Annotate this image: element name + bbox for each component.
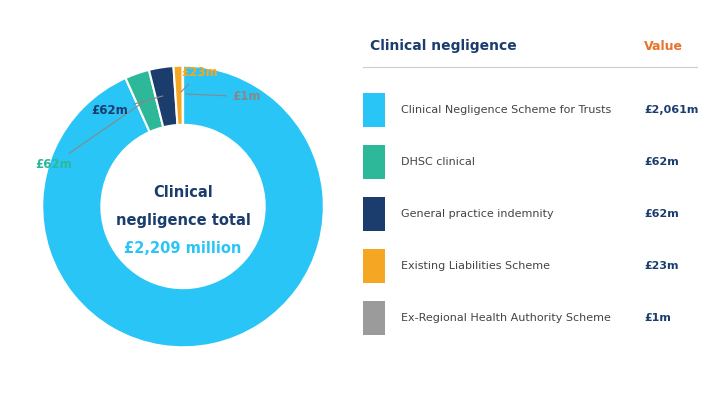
Text: Clinical: Clinical bbox=[153, 185, 213, 200]
Text: £62m: £62m bbox=[644, 209, 679, 219]
FancyBboxPatch shape bbox=[363, 249, 386, 282]
Text: £2,061m: £2,061m bbox=[644, 105, 698, 115]
Text: £1m: £1m bbox=[186, 90, 260, 103]
Text: General practice indemnity: General practice indemnity bbox=[401, 209, 554, 219]
FancyBboxPatch shape bbox=[363, 93, 386, 126]
Text: Existing Liabilities Scheme: Existing Liabilities Scheme bbox=[401, 261, 551, 271]
Text: Value: Value bbox=[644, 40, 683, 53]
Text: £62m: £62m bbox=[92, 96, 163, 117]
Text: Ex-Regional Health Authority Scheme: Ex-Regional Health Authority Scheme bbox=[401, 313, 611, 323]
Wedge shape bbox=[173, 66, 183, 125]
FancyBboxPatch shape bbox=[363, 145, 386, 178]
Text: £23m: £23m bbox=[644, 261, 679, 271]
Text: Clinical Negligence Scheme for Trusts: Clinical Negligence Scheme for Trusts bbox=[401, 105, 612, 115]
Text: £1m: £1m bbox=[644, 313, 671, 323]
Text: negligence total: negligence total bbox=[115, 213, 251, 228]
Text: £62m: £62m bbox=[35, 102, 144, 171]
Text: DHSC clinical: DHSC clinical bbox=[401, 157, 475, 167]
Text: £2,209 million: £2,209 million bbox=[125, 241, 241, 256]
Wedge shape bbox=[149, 66, 177, 127]
FancyBboxPatch shape bbox=[363, 301, 386, 335]
Text: £62m: £62m bbox=[644, 157, 679, 167]
Text: Clinical negligence: Clinical negligence bbox=[370, 39, 516, 53]
Text: £23m: £23m bbox=[181, 66, 218, 92]
Text: £2,061m: £2,061m bbox=[170, 311, 235, 323]
Wedge shape bbox=[125, 70, 163, 132]
Wedge shape bbox=[42, 66, 324, 347]
FancyBboxPatch shape bbox=[363, 197, 386, 230]
